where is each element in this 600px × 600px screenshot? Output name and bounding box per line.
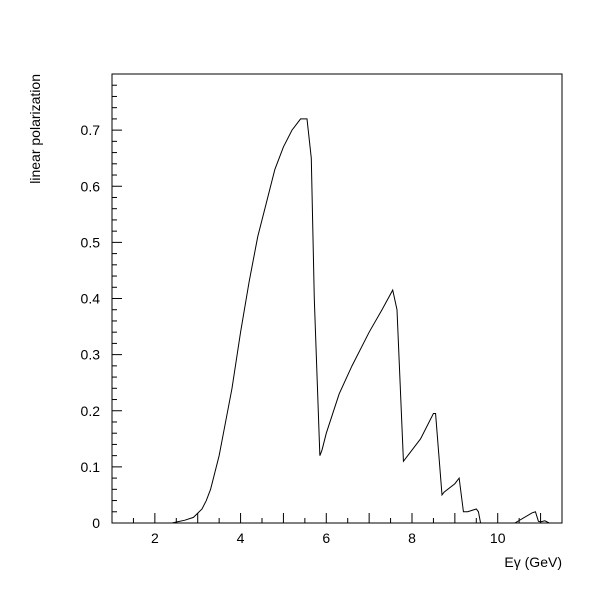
y-tick-label: 0.4	[81, 291, 101, 307]
x-axis-ticks	[111, 513, 563, 523]
x-axis-tick-labels: 2 4 6 8 10	[151, 530, 506, 546]
x-tick-label: 10	[490, 530, 506, 546]
y-tick-label: 0	[92, 515, 100, 531]
y-tick-label: 0.3	[81, 347, 101, 363]
x-tick-label: 4	[237, 530, 245, 546]
plot-frame	[111, 73, 563, 524]
y-axis-tick-labels: 0 0.1 0.2 0.3 0.4 0.5 0.6 0.7	[81, 122, 101, 531]
y-axis-ticks	[112, 73, 122, 524]
x-tick-label: 2	[151, 530, 159, 546]
y-tick-label: 0.2	[81, 403, 101, 419]
y-tick-label: 0.5	[81, 234, 101, 250]
x-tick-label: 8	[408, 530, 416, 546]
y-tick-label: 0.6	[81, 178, 101, 194]
x-axis-title: Eγ (GeV)	[504, 554, 562, 570]
y-axis-title: linear polarization	[27, 74, 43, 184]
y-tick-label: 0.7	[81, 122, 101, 138]
x-tick-label: 6	[322, 530, 330, 546]
y-tick-label: 0.1	[81, 459, 101, 475]
series-line-linear-polarization	[171, 118, 554, 524]
